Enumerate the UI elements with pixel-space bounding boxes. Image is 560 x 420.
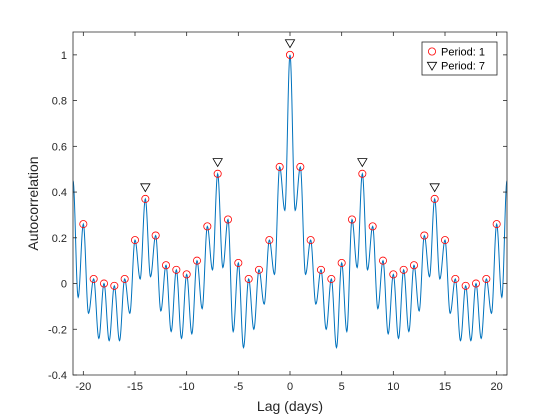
period-7-marker — [284, 39, 296, 49]
period-1-marker — [440, 236, 449, 245]
x-tick-label: -15 — [127, 381, 143, 393]
x-axis: -20 -15 -10 -5 0 5 10 15 20 — [75, 32, 503, 393]
x-tick-label: -5 — [233, 381, 243, 393]
period-1-marker — [182, 270, 191, 279]
period-1-marker — [244, 274, 253, 283]
data-layer — [73, 39, 507, 349]
y-tick-label: 0.6 — [52, 141, 67, 153]
legend-marker-period-7 — [426, 61, 438, 71]
period-1-marker — [265, 236, 274, 245]
period-1-marker — [203, 222, 212, 231]
period-1-marker — [430, 194, 439, 203]
period-1-marker — [399, 265, 408, 274]
period-1-marker — [254, 265, 263, 274]
y-tick-label: 1 — [61, 50, 67, 62]
x-tick-label: -20 — [75, 381, 91, 393]
period-1-marker — [471, 279, 480, 288]
legend: Period: 1 Period: 7 — [421, 41, 498, 76]
period-1-marker — [79, 220, 88, 229]
period-1-marker — [285, 50, 294, 59]
period-1-marker — [420, 231, 429, 240]
legend-marker-period-1 — [427, 47, 436, 56]
y-tick-label: -0.2 — [48, 324, 67, 336]
period-1-marker — [378, 256, 387, 265]
period-1-marker — [389, 270, 398, 279]
period-1-marker — [296, 162, 305, 171]
period-1-marker — [347, 215, 356, 224]
x-tick-label: 15 — [439, 381, 451, 393]
period-1-marker — [141, 194, 150, 203]
period-1-marker — [492, 220, 501, 229]
period-1-marker — [130, 236, 139, 245]
plot-area — [73, 32, 507, 375]
period-1-marker — [337, 258, 346, 267]
y-axis-label: Autocorrelation — [25, 156, 41, 250]
x-tick-label: 5 — [339, 381, 345, 393]
period-1-marker — [223, 215, 232, 224]
y-tick-label: -0.4 — [48, 370, 67, 382]
y-tick-label: 0.8 — [52, 96, 67, 108]
period-1-marker — [461, 281, 470, 290]
y-tick-label: 0 — [61, 279, 67, 291]
period-7-marker — [429, 183, 440, 193]
period-1-marker — [120, 274, 129, 283]
period-1-marker — [192, 256, 201, 265]
period-1-marker — [327, 274, 336, 283]
legend-label-period-1: Period: 1 — [441, 47, 485, 59]
period-1-marker — [482, 274, 491, 283]
autocorrelation-line — [73, 54, 507, 349]
legend-label-period-7: Period: 7 — [441, 61, 485, 73]
period-1-marker — [451, 274, 460, 283]
legend-box — [421, 41, 498, 76]
period-1-marker — [110, 281, 119, 290]
period-1-marker — [409, 261, 418, 270]
period-1-marker — [316, 265, 325, 274]
period-7-marker — [140, 183, 151, 193]
period-1-marker — [213, 169, 222, 178]
period-1-marker — [172, 265, 181, 274]
x-tick-label: 20 — [491, 381, 503, 393]
period-7-marker — [357, 158, 368, 168]
period-1-marker — [100, 279, 109, 288]
period-7-marker — [212, 158, 223, 168]
x-tick-label: 10 — [387, 381, 399, 393]
y-tick-label: 0.4 — [52, 187, 67, 199]
period-1-marker — [89, 274, 98, 283]
x-tick-label: -10 — [179, 381, 195, 393]
x-axis-label: Lag (days) — [257, 398, 323, 414]
period-1-marker — [358, 169, 367, 178]
period-1-marker — [151, 231, 160, 240]
period-1-marker — [368, 222, 377, 231]
period-1-marker — [161, 261, 170, 270]
period-1-marker — [275, 162, 284, 171]
y-axis: -0.4 -0.2 0 0.2 0.4 0.6 0.8 1 — [48, 50, 507, 382]
y-tick-label: 0.2 — [52, 233, 67, 245]
period-1-marker — [306, 236, 315, 245]
x-tick-label: 0 — [287, 381, 293, 393]
period-1-marker — [234, 258, 243, 267]
